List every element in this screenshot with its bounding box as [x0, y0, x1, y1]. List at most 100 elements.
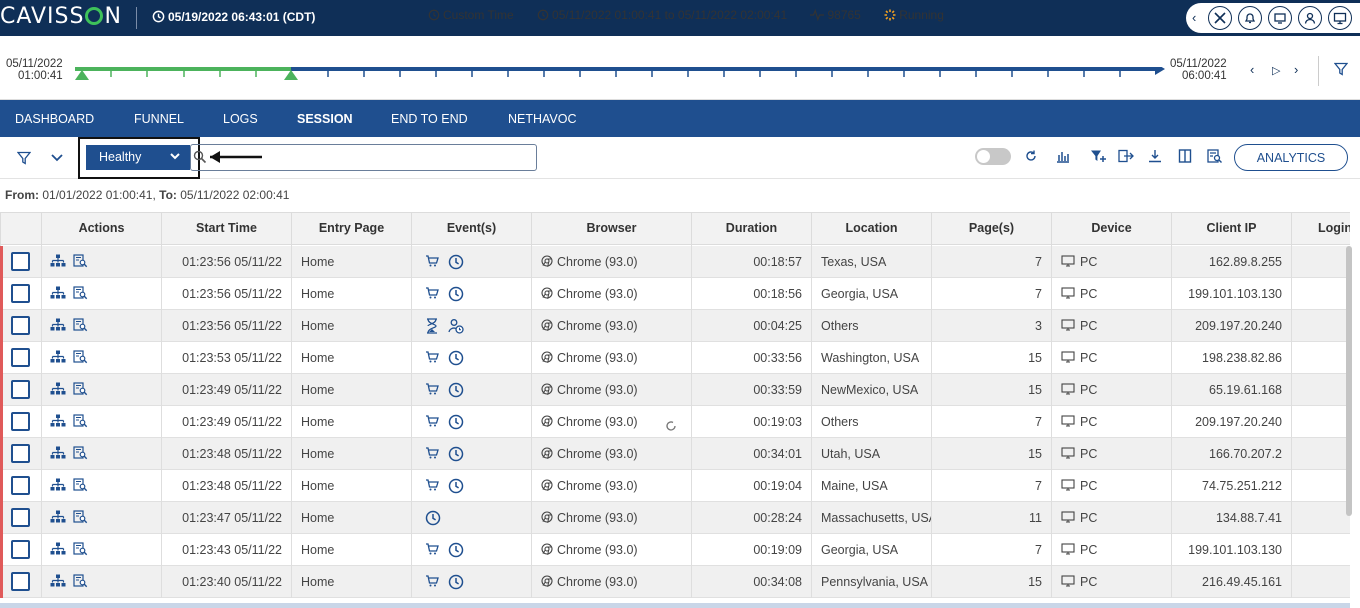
- session-report-icon[interactable]: [73, 414, 88, 431]
- session-report-icon[interactable]: [73, 446, 88, 463]
- cart-icon[interactable]: [425, 542, 439, 559]
- flow-tree-icon[interactable]: [50, 286, 66, 303]
- flow-tree-icon[interactable]: [50, 318, 66, 335]
- table-row[interactable]: 01:23:43 05/11/22 Home Chrome (93.0) 00:19:…: [0, 534, 1350, 566]
- search-input[interactable]: [190, 144, 537, 171]
- row-checkbox[interactable]: [11, 540, 30, 559]
- clock-icon[interactable]: [448, 350, 464, 369]
- header-pages[interactable]: Page(s): [931, 213, 1051, 246]
- flow-tree-icon[interactable]: [50, 414, 66, 431]
- chevron-down-icon[interactable]: [50, 153, 64, 163]
- session-report-icon[interactable]: [73, 510, 88, 527]
- header-events[interactable]: Event(s): [411, 213, 531, 246]
- timeline-track[interactable]: [75, 67, 1165, 81]
- cart-icon[interactable]: [425, 446, 439, 463]
- header-browser[interactable]: Browser: [531, 213, 691, 246]
- flow-tree-icon[interactable]: [50, 478, 66, 495]
- flow-tree-icon[interactable]: [50, 382, 66, 399]
- export-icon[interactable]: [1118, 149, 1134, 163]
- chevron-left-icon[interactable]: ‹: [1192, 10, 1197, 25]
- header-start-time[interactable]: Start Time: [161, 213, 291, 246]
- table-row[interactable]: 01:23:48 05/11/22 Home Chrome (93.0) 00:34:…: [0, 438, 1350, 470]
- clock-icon[interactable]: [448, 542, 464, 561]
- row-checkbox[interactable]: [11, 572, 30, 591]
- hourglass-icon[interactable]: [425, 318, 439, 337]
- clock-icon[interactable]: [448, 254, 464, 273]
- flow-tree-icon[interactable]: [50, 542, 66, 559]
- user-clock-icon[interactable]: [448, 318, 464, 337]
- clock-icon[interactable]: [448, 286, 464, 305]
- flow-tree-icon[interactable]: [50, 350, 66, 367]
- cart-icon[interactable]: [425, 254, 439, 271]
- table-row[interactable]: 01:23:40 05/11/22 Home Chrome (93.0) 00:34:…: [0, 566, 1350, 598]
- header-login[interactable]: Login: [1291, 213, 1350, 246]
- table-row[interactable]: 01:23:47 05/11/22 Home Chrome (93.0) 00:28:…: [0, 502, 1350, 534]
- session-report-icon[interactable]: [73, 382, 88, 399]
- session-report-icon[interactable]: [73, 478, 88, 495]
- flow-tree-icon[interactable]: [50, 254, 66, 271]
- flow-tree-icon[interactable]: [50, 510, 66, 527]
- display-icon[interactable]: [1328, 6, 1352, 30]
- cart-icon[interactable]: [425, 414, 439, 431]
- row-checkbox[interactable]: [11, 444, 30, 463]
- header-location[interactable]: Location: [811, 213, 931, 246]
- search-report-icon[interactable]: [1207, 149, 1223, 163]
- status-dropdown[interactable]: Healthy: [86, 145, 190, 170]
- table-row[interactable]: 01:23:48 05/11/22 Home Chrome (93.0) 00:19:…: [0, 470, 1350, 502]
- filter-icon[interactable]: [17, 151, 31, 165]
- row-checkbox[interactable]: [11, 348, 30, 367]
- row-checkbox[interactable]: [11, 380, 30, 399]
- bar-chart-icon[interactable]: [1056, 149, 1070, 163]
- table-row[interactable]: 01:23:49 05/11/22 Home Chrome (93.0) 00:33:…: [0, 374, 1350, 406]
- row-checkbox[interactable]: [11, 476, 30, 495]
- session-report-icon[interactable]: [73, 286, 88, 303]
- header-duration[interactable]: Duration: [691, 213, 811, 246]
- tools-icon[interactable]: [1208, 6, 1232, 30]
- session-report-icon[interactable]: [73, 542, 88, 559]
- search-icon[interactable]: [193, 150, 207, 164]
- refresh-icon[interactable]: [1024, 149, 1038, 163]
- row-checkbox[interactable]: [11, 508, 30, 527]
- flow-tree-icon[interactable]: [50, 446, 66, 463]
- chevron-right-icon[interactable]: ›: [1294, 62, 1299, 77]
- row-checkbox[interactable]: [11, 252, 30, 271]
- flow-tree-icon[interactable]: [50, 574, 66, 591]
- header-client-ip[interactable]: Client IP: [1171, 213, 1291, 246]
- tab-end-to-end[interactable]: END TO END: [391, 112, 468, 126]
- download-icon[interactable]: [1148, 149, 1162, 163]
- cart-icon[interactable]: [425, 478, 439, 495]
- filter-icon[interactable]: [1334, 62, 1348, 76]
- time-mode[interactable]: Custom Time: [443, 8, 514, 22]
- table-row[interactable]: 01:23:56 05/11/22 Home Chrome (93.0) 00:18:…: [0, 246, 1350, 278]
- horizontal-scrollbar[interactable]: [0, 603, 1350, 608]
- row-checkbox[interactable]: [11, 284, 30, 303]
- table-row[interactable]: 01:23:49 05/11/22 Home Chrome (93.0) 00:19:…: [0, 406, 1350, 438]
- filter-add-icon[interactable]: [1090, 149, 1108, 163]
- clock-icon[interactable]: [448, 382, 464, 401]
- clock-icon[interactable]: [448, 414, 464, 433]
- chevron-left-icon[interactable]: ‹: [1250, 62, 1255, 77]
- header-actions[interactable]: Actions: [41, 213, 161, 246]
- tab-dashboard[interactable]: DASHBOARD: [15, 112, 95, 126]
- row-checkbox[interactable]: [11, 412, 30, 431]
- row-checkbox[interactable]: [11, 316, 30, 335]
- bell-icon[interactable]: [1238, 6, 1262, 30]
- session-report-icon[interactable]: [73, 254, 88, 271]
- cart-icon[interactable]: [425, 382, 439, 399]
- cart-icon[interactable]: [425, 286, 439, 303]
- session-report-icon[interactable]: [73, 350, 88, 367]
- session-report-icon[interactable]: [73, 318, 88, 335]
- clock-icon[interactable]: [448, 478, 464, 497]
- session-report-icon[interactable]: [73, 574, 88, 591]
- columns-icon[interactable]: [1178, 149, 1192, 163]
- monitor-icon[interactable]: [1268, 6, 1292, 30]
- table-row[interactable]: 01:23:56 05/11/22 Home Chrome (93.0) 00:18:…: [0, 278, 1350, 310]
- vertical-scrollbar[interactable]: [1346, 246, 1352, 516]
- tab-nethavoc[interactable]: NETHAVOC: [508, 112, 577, 126]
- header-entry-page[interactable]: Entry Page: [291, 213, 411, 246]
- header-device[interactable]: Device: [1051, 213, 1171, 246]
- toggle-switch[interactable]: [975, 148, 1011, 165]
- clock-icon[interactable]: [448, 446, 464, 465]
- cart-icon[interactable]: [425, 574, 439, 591]
- cart-icon[interactable]: [425, 350, 439, 367]
